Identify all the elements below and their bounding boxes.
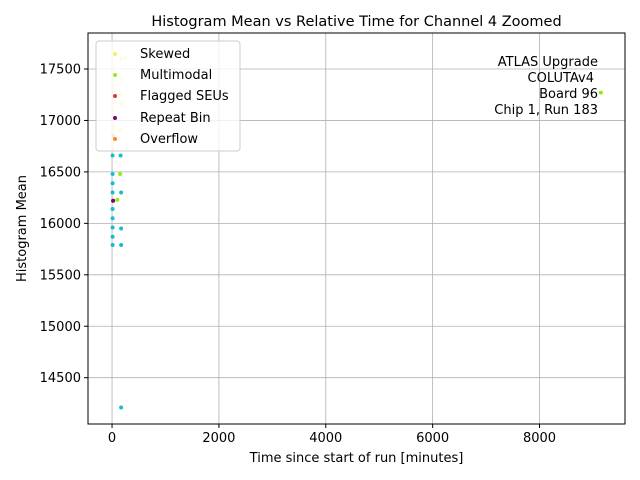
- annotation-line: ATLAS Upgrade: [498, 55, 598, 70]
- legend-label: Flagged SEUs: [140, 89, 229, 104]
- y-tick-label: 15500: [40, 268, 81, 283]
- legend-label: Multimodal: [140, 68, 212, 83]
- data-point: [110, 181, 115, 186]
- legend-frame: [95, 40, 241, 152]
- annotation-line: COLUTAv4: [528, 71, 594, 86]
- data-point: [111, 198, 116, 203]
- x-tick-label: 2000: [202, 431, 235, 446]
- data-point: [598, 90, 603, 95]
- legend-label: Overflow: [140, 132, 198, 147]
- annotation-box: ATLAS Upgrade COLUTAv4 Board 96 Chip 1, …: [494, 55, 598, 118]
- data-point: [110, 242, 115, 247]
- annotation-line: Chip 1, Run 183: [494, 103, 598, 118]
- y-tick-label: 14500: [40, 371, 81, 386]
- plot-frame: [87, 32, 626, 425]
- data-point: [110, 216, 115, 221]
- data-point: [119, 405, 124, 410]
- legend-marker: [113, 73, 117, 77]
- legend-marker: [113, 137, 117, 141]
- y-tick-label: 16000: [40, 217, 81, 232]
- data-point: [115, 197, 120, 202]
- chart-title: Histogram Mean vs Relative Time for Chan…: [151, 14, 561, 30]
- annotation-line: Board 96: [539, 87, 598, 102]
- data-point: [119, 242, 124, 247]
- y-tick-label: 15000: [40, 320, 81, 335]
- legend-label: Repeat Bin: [140, 111, 211, 126]
- data-point: [110, 234, 115, 239]
- y-tick-label: 16500: [40, 165, 81, 180]
- legend: Skewed Multimodal Flagged SEUs Repeat Bi…: [95, 40, 241, 152]
- x-tick-label: 8000: [523, 431, 556, 446]
- data-point: [118, 153, 123, 158]
- y-tick-label: 17500: [40, 63, 81, 78]
- y-axis-label: Histogram Mean: [15, 175, 30, 282]
- legend-label: Skewed: [140, 47, 190, 62]
- data-point: [110, 153, 115, 158]
- grid-lines: [88, 33, 625, 424]
- data-point: [110, 190, 115, 195]
- x-axis-ticks: 0 2000 4000 6000 8000: [108, 424, 556, 446]
- data-point: [110, 206, 115, 211]
- data-point: [119, 226, 124, 231]
- data-point: [118, 171, 123, 176]
- x-tick-label: 4000: [309, 431, 342, 446]
- legend-marker: [113, 52, 117, 56]
- y-axis-ticks: 14500 15000 15500 16000 16500 17000 17500: [40, 63, 88, 386]
- data-point: [110, 171, 115, 176]
- x-axis-label: Time since start of run [minutes]: [249, 451, 464, 466]
- x-tick-label: 0: [108, 431, 116, 446]
- x-tick-label: 6000: [416, 431, 449, 446]
- y-tick-label: 17000: [40, 114, 81, 129]
- data-point: [110, 225, 115, 230]
- legend-marker: [113, 94, 117, 98]
- data-point: [119, 190, 124, 195]
- legend-marker: [113, 116, 117, 120]
